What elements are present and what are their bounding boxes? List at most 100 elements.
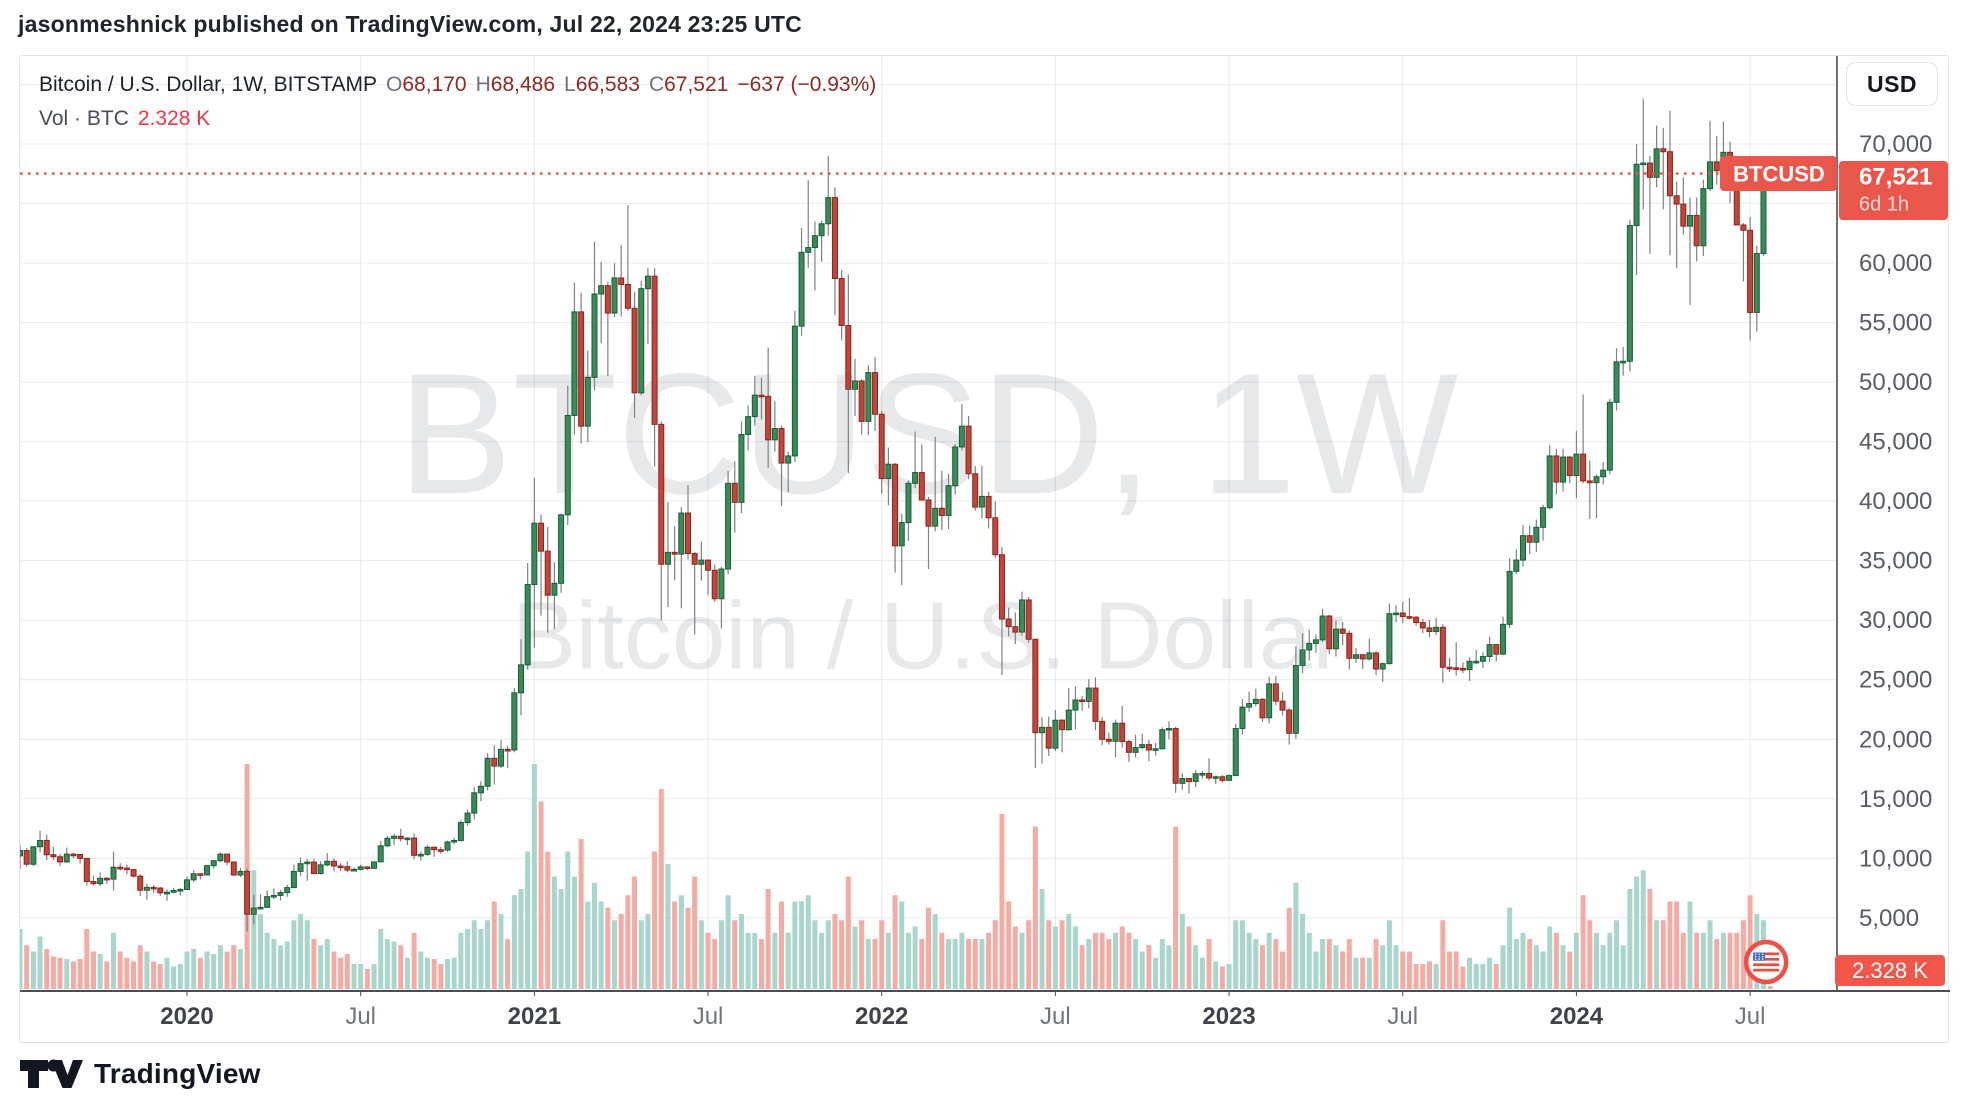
candle-body bbox=[892, 463, 899, 547]
volume-bar bbox=[1600, 945, 1606, 989]
legend-series-title[interactable]: Bitcoin / U.S. Dollar, 1W, BITSTAMP bbox=[39, 73, 378, 96]
time-tick-label: 2020 bbox=[160, 1003, 213, 1030]
time-tick-label: 2023 bbox=[1202, 1003, 1255, 1030]
volume-bar bbox=[525, 851, 531, 989]
candle-body bbox=[972, 473, 979, 508]
volume-bar bbox=[605, 907, 611, 989]
candle-body bbox=[992, 517, 999, 556]
candle-body bbox=[204, 865, 211, 876]
low-value: 66,583 bbox=[575, 73, 640, 96]
candle-body bbox=[932, 507, 939, 527]
candle-body bbox=[838, 278, 845, 327]
volume-bar bbox=[1426, 961, 1432, 989]
candle-body bbox=[584, 376, 591, 427]
candle-body bbox=[598, 285, 605, 295]
candle-body bbox=[457, 822, 464, 841]
volume-bar bbox=[1740, 920, 1746, 989]
candle-body bbox=[217, 853, 224, 862]
candle-body bbox=[1259, 698, 1266, 719]
candle-body bbox=[190, 873, 197, 881]
candle-body bbox=[1680, 203, 1687, 227]
volume-bar bbox=[1614, 920, 1620, 989]
candle-body bbox=[1239, 706, 1246, 730]
currency-toggle-button[interactable]: USD bbox=[1846, 62, 1938, 106]
volume-bar bbox=[1573, 932, 1579, 989]
candle-body bbox=[1439, 626, 1446, 668]
volume-bar bbox=[298, 914, 304, 989]
volume-bar bbox=[565, 851, 571, 989]
volume-bar bbox=[986, 932, 992, 989]
candle-body bbox=[1540, 507, 1547, 528]
chart-card: BTCUSD, 1W Bitcoin / U.S. Dollar 70,000 60,… bbox=[19, 55, 1950, 1044]
volume-bar bbox=[171, 966, 177, 989]
candle-body bbox=[1740, 224, 1747, 231]
candle-body bbox=[264, 896, 271, 908]
candle-body bbox=[1072, 699, 1079, 711]
candle-body bbox=[1246, 703, 1253, 708]
volume-bar bbox=[1473, 964, 1479, 989]
candle-body bbox=[1159, 729, 1166, 750]
volume-bar bbox=[204, 951, 210, 989]
candle-body bbox=[925, 499, 932, 527]
us-flag-badge bbox=[1743, 939, 1789, 985]
volume-bar bbox=[865, 939, 871, 989]
candle-body bbox=[1499, 623, 1506, 655]
legend-symbol-row[interactable]: Bitcoin / U.S. Dollar, 1W, BITSTAMP O68,… bbox=[39, 74, 876, 95]
tradingview-brand-text[interactable]: TradingView bbox=[94, 1058, 261, 1089]
candle-body bbox=[678, 512, 685, 555]
tradingview-logo-icon[interactable] bbox=[19, 1057, 83, 1091]
legend-volume-row[interactable]: Vol · BTC 2.328 K bbox=[39, 108, 876, 129]
candle-body bbox=[858, 380, 865, 422]
volume-bar bbox=[925, 907, 931, 989]
volume-bar bbox=[498, 914, 504, 989]
candle-body bbox=[938, 507, 945, 516]
volume-bar bbox=[1326, 939, 1332, 989]
volume-bar bbox=[331, 951, 337, 989]
candle-body bbox=[284, 887, 291, 894]
candle-body bbox=[1633, 163, 1640, 227]
candle-body bbox=[1172, 728, 1179, 784]
candle-body bbox=[571, 311, 578, 416]
candle-body bbox=[825, 197, 832, 225]
volume-bar bbox=[505, 939, 511, 989]
volume-bar bbox=[1680, 932, 1686, 989]
candle-body bbox=[1012, 626, 1019, 633]
volume-bar bbox=[1433, 964, 1439, 989]
candle-body bbox=[898, 522, 905, 547]
volume-bar bbox=[70, 961, 76, 989]
time-tick-label: 2021 bbox=[508, 1003, 561, 1030]
candle-body bbox=[257, 906, 264, 910]
last-price-text: 67,521 bbox=[1859, 164, 1932, 191]
volume-bar bbox=[1032, 826, 1038, 989]
price-tick-label: 45,000 bbox=[1859, 429, 1932, 456]
volume-bar bbox=[97, 954, 103, 989]
candle-body bbox=[1139, 744, 1146, 749]
volume-bar bbox=[952, 939, 958, 989]
high-value: 68,486 bbox=[490, 73, 556, 96]
time-axis-labels[interactable]: 2020 Jul 2021 Jul 2022 Jul 2023 Jul 2024 Jul bbox=[160, 1003, 1765, 1030]
publish-info: jasonmeshnick published on TradingView.c… bbox=[18, 11, 802, 37]
candle-body bbox=[424, 846, 431, 855]
open-value: 68,170 bbox=[402, 73, 467, 96]
candle-body bbox=[664, 551, 671, 565]
candle-body bbox=[1252, 698, 1259, 705]
volume-bar bbox=[1487, 957, 1493, 989]
watermark-title: Bitcoin / U.S. Dollar bbox=[512, 583, 1344, 690]
volume-bar bbox=[712, 939, 718, 989]
candle-body bbox=[1326, 615, 1333, 650]
candle-body bbox=[130, 869, 137, 877]
candle-body bbox=[1286, 709, 1293, 734]
candle-body bbox=[150, 886, 157, 890]
volume-bar bbox=[632, 876, 638, 989]
volume-bar bbox=[44, 949, 50, 989]
volume-bar bbox=[318, 945, 324, 989]
volume-bar bbox=[20, 929, 23, 989]
price-axis-labels[interactable]: 70,000 60,000 55,000 50,000 45,000 40,000 35,0… bbox=[1859, 131, 1932, 932]
candle-body bbox=[1613, 361, 1620, 403]
candle-body bbox=[1279, 700, 1286, 711]
volume-bar bbox=[90, 951, 96, 989]
candle-body bbox=[618, 277, 625, 285]
volume-bar bbox=[1146, 945, 1152, 989]
candle-body bbox=[1132, 747, 1139, 753]
